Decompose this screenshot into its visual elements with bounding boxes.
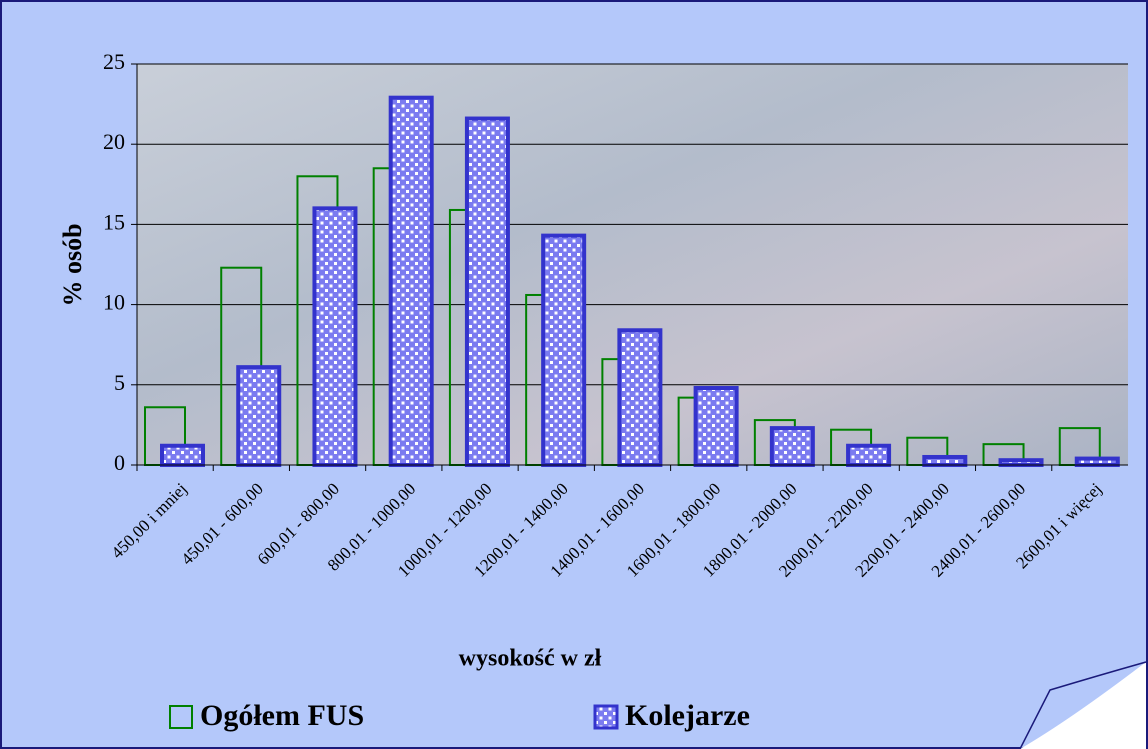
- y-tick-label: 0: [114, 450, 125, 475]
- legend-swatch: [169, 705, 193, 729]
- y-tick-label: 25: [103, 49, 125, 74]
- bar: [388, 95, 434, 468]
- legend-label: Ogółem FUS: [200, 699, 364, 732]
- y-tick-label: 5: [114, 370, 125, 395]
- y-tick-label: 20: [103, 129, 125, 154]
- bar: [617, 328, 663, 467]
- y-tick-label: 10: [103, 290, 125, 315]
- bar: [1074, 456, 1120, 468]
- y-axis-title: % osób: [58, 223, 87, 306]
- bar: [464, 116, 510, 467]
- page-curl: [1020, 662, 1146, 749]
- bar: [312, 206, 358, 468]
- bar: [541, 233, 587, 467]
- x-axis-title: wysokość w zł: [459, 646, 602, 672]
- legend-label: Kolejarze: [625, 699, 750, 732]
- page-fold: [1019, 661, 1147, 749]
- bar: [922, 454, 968, 468]
- bar: [769, 426, 815, 467]
- bar: [846, 443, 892, 468]
- bar: [236, 365, 282, 468]
- legend-swatch: [593, 704, 619, 730]
- y-tick-label: 15: [103, 209, 125, 234]
- bar: [160, 443, 205, 468]
- bar: [998, 458, 1044, 467]
- bar: [693, 386, 739, 467]
